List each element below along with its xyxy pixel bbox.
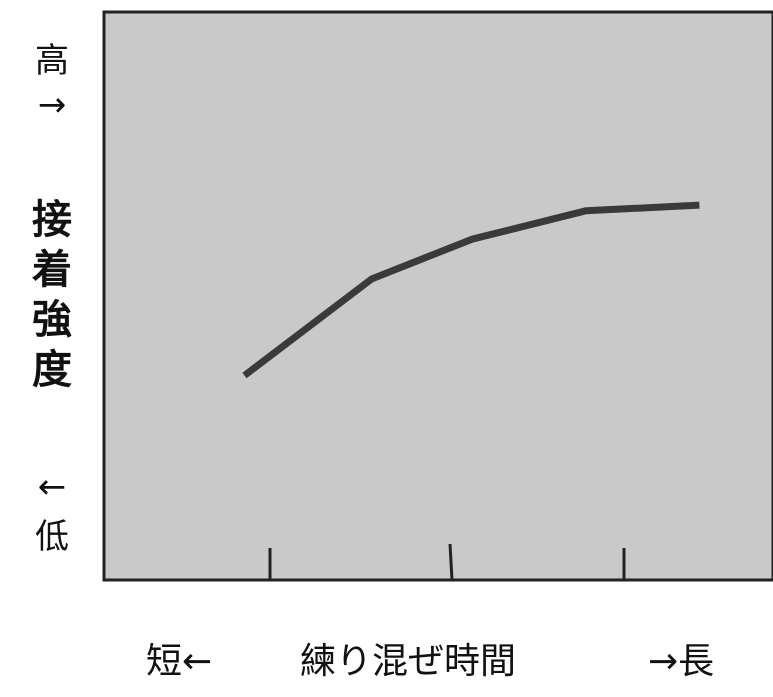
x-short-label: 短← (146, 641, 213, 682)
y-axis-label: 接着強度 (32, 197, 72, 393)
y-low-label: 低 (35, 517, 69, 557)
series-layer (242, 201, 700, 379)
x-long-label: →長 (648, 641, 715, 682)
y-high-arrow: → (37, 85, 67, 125)
plot-area (102, 10, 773, 582)
y-low-arrow: ← (37, 467, 67, 507)
y-high-label: 高 (35, 41, 69, 81)
x-axis-label: 練り混ぜ時間 (300, 641, 517, 682)
x-tick-2 (448, 543, 454, 581)
series-line-0 (242, 201, 700, 379)
